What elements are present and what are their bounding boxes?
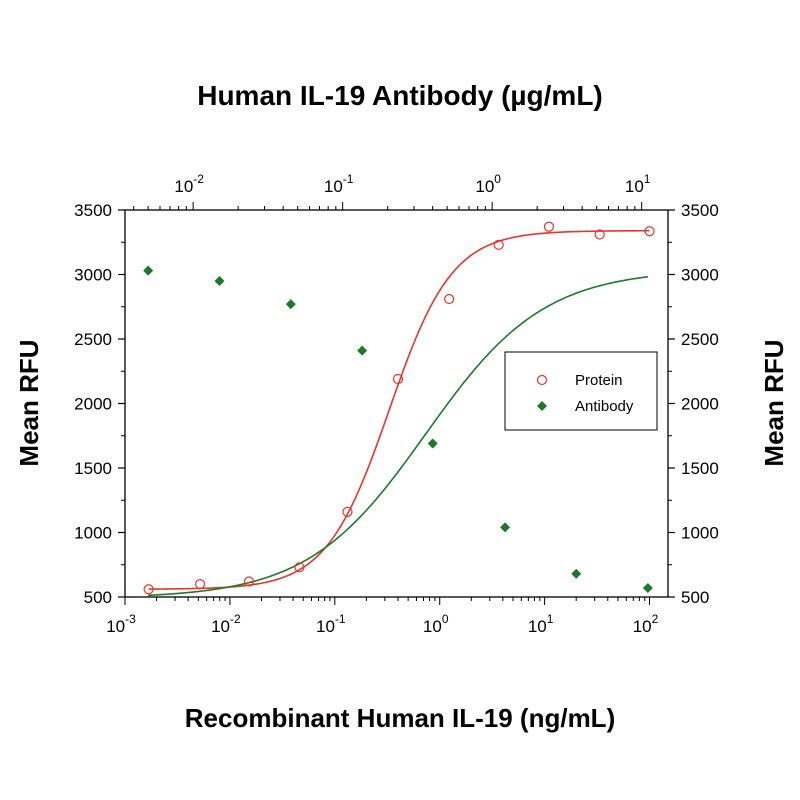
x-tick-label: 102 [633, 612, 659, 636]
point-antibody [143, 265, 154, 276]
y-axis-title-left: Mean RFU [14, 339, 44, 466]
point-antibody [427, 438, 438, 449]
y-tick-label-left: 1500 [74, 459, 112, 478]
y-tick-label-right: 3500 [681, 201, 719, 220]
legend-box [504, 351, 658, 431]
point-protein [143, 584, 154, 595]
y-tick-label-left: 500 [84, 588, 112, 607]
y-tick-label-left: 1000 [74, 524, 112, 543]
x-tick-label: 100 [423, 612, 449, 636]
point-antibody [642, 582, 653, 593]
y-tick-label-right: 2500 [681, 330, 719, 349]
point-protein [392, 373, 404, 385]
x2-tick-label: 100 [475, 172, 501, 196]
point-antibody [500, 522, 511, 533]
fit-curve-antibody [148, 276, 648, 597]
point-protein [543, 221, 555, 232]
point-antibody [285, 299, 296, 310]
y-tick-label-left: 2500 [74, 330, 112, 349]
point-protein [594, 229, 605, 240]
y-axis-title-right: Mean RFU [759, 339, 789, 466]
x-tick-label: 10-2 [211, 612, 241, 636]
legend-protein-marker [536, 374, 548, 386]
y-tick-label-right: 3000 [681, 266, 719, 285]
point-protein [294, 562, 305, 573]
point-antibody [571, 568, 582, 579]
x-axis-title: Recombinant Human IL-19 (ng/mL) [185, 703, 615, 733]
point-antibody [214, 275, 225, 286]
x2-tick-label: 101 [625, 172, 651, 196]
y-tick-label-right: 1000 [681, 524, 719, 543]
point-protein [342, 506, 353, 517]
point-protein [444, 293, 455, 305]
x-tick-label: 10-3 [106, 612, 136, 636]
y-tick-label-left: 3000 [74, 266, 112, 285]
y-tick-label-right: 500 [681, 588, 709, 607]
x-tick-label: 101 [528, 612, 554, 636]
x2-tick-label: 10-2 [174, 172, 204, 196]
point-protein [195, 578, 206, 590]
point-antibody [357, 345, 368, 356]
y-tick-label-right: 1500 [681, 459, 719, 478]
x-tick-label: 10-1 [316, 612, 346, 636]
y-tick-label-right: 2000 [681, 395, 719, 414]
y-tick-label-left: 3500 [74, 201, 112, 220]
legend-antibody-marker [537, 401, 547, 411]
y-tick-label-left: 2000 [74, 395, 112, 414]
data-points [143, 221, 655, 595]
ticks-layer: 3500 3500 3000 3000 2500 2500 2000 2000 1500 1500… [74, 172, 719, 636]
legend-protein-label: Protein [575, 372, 623, 389]
x2-tick-label: 10-1 [324, 172, 354, 196]
chart-title: Human IL-19 Antibody (µg/mL) [197, 80, 603, 111]
point-protein [644, 226, 655, 237]
legend-antibody-label: Antibody [575, 398, 634, 415]
legend: Protein Antibody [504, 351, 658, 431]
fit-curves [148, 229, 650, 597]
point-protein [493, 239, 504, 250]
point-protein [243, 576, 255, 587]
